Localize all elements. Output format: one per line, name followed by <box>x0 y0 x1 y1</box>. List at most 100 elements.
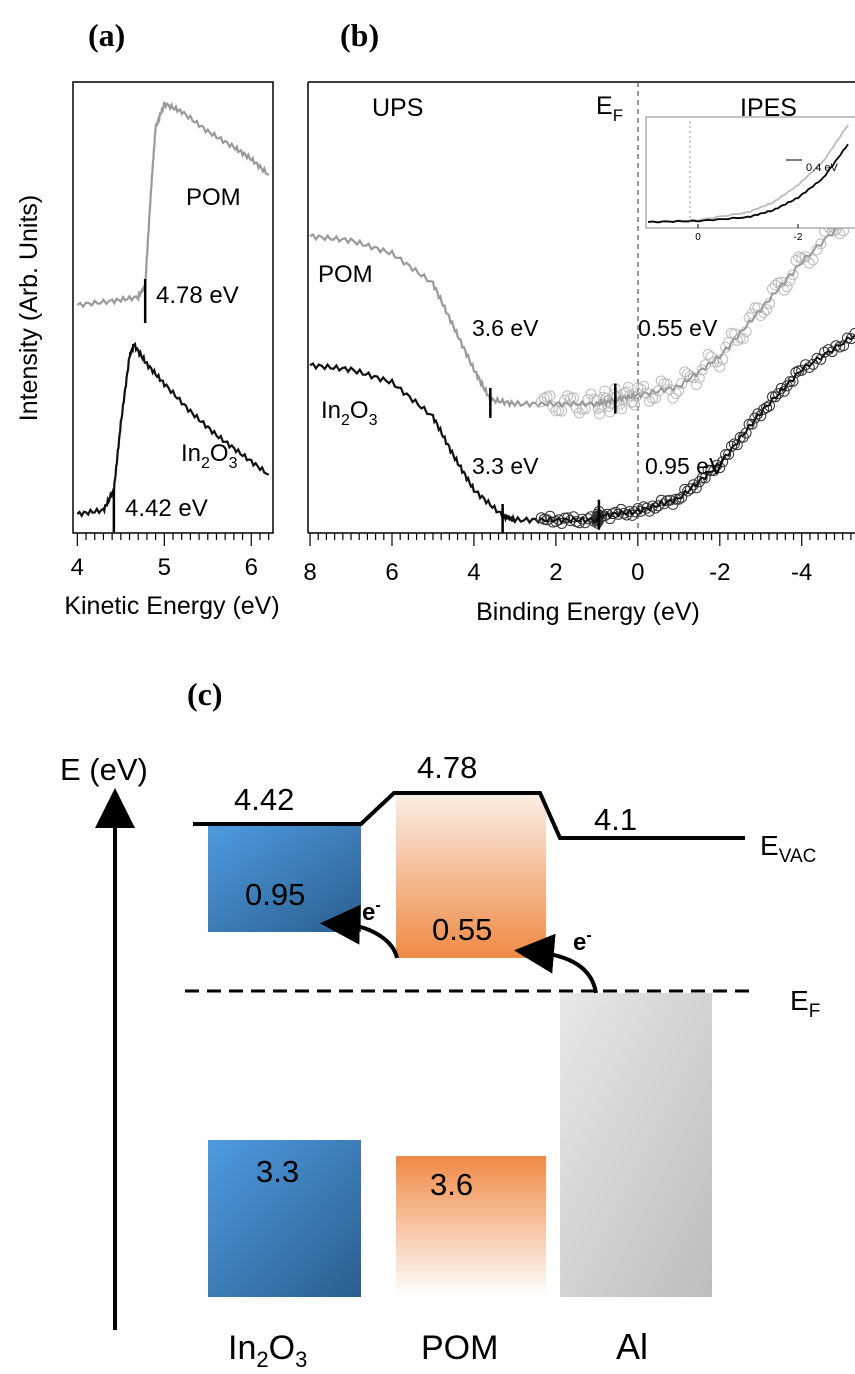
series-fit-in2o3-ipes <box>540 334 855 525</box>
panel-a-in2o3-label: In2O3 <box>181 440 238 472</box>
ipes-point <box>644 395 655 407</box>
x-tick-label: 6 <box>385 559 398 586</box>
energy-axis-label: E (eV) <box>60 752 148 787</box>
panel-b-x-axis-label: Binding Energy (eV) <box>476 598 700 626</box>
ipes-point <box>635 383 647 395</box>
ipes-point <box>775 382 787 394</box>
vacuum-level-line <box>193 791 745 840</box>
panel-b-inset <box>645 116 855 229</box>
x-tick-label: 2 <box>549 559 562 586</box>
ipes-point <box>690 379 702 391</box>
ipes-point <box>655 494 667 506</box>
ipes-point <box>573 407 585 419</box>
ipes-point <box>717 456 729 468</box>
ipes-point <box>647 392 658 404</box>
panel-c-label: (c) <box>187 676 223 712</box>
in2o3-vb-offset-value: 3.3 <box>256 1154 299 1189</box>
in2o3-cb-offset-value: 0.95 <box>245 877 305 912</box>
ipes-point <box>644 505 655 517</box>
ipes-point <box>769 391 781 403</box>
material-label-in2o3: In2O3 <box>228 1329 307 1372</box>
pom-work-function-value: 4.78 <box>417 750 477 785</box>
x-tick-label: 8 <box>303 559 316 586</box>
ipes-point <box>752 408 764 420</box>
ipes-point <box>746 418 758 430</box>
panel-a-y-axis-label: Intensity (Arb. Units) <box>15 195 43 421</box>
panel-b-inset-shift-label: 0.4 eV <box>806 162 838 174</box>
ipes-point <box>711 459 723 471</box>
ipes-point <box>731 439 743 451</box>
panel-b-label: (b) <box>340 17 379 53</box>
ipes-point <box>726 440 737 452</box>
ipes-point <box>641 502 653 514</box>
inset-series-line <box>647 143 849 224</box>
panel-b-pom-cb-label: 0.55 eV <box>638 315 718 341</box>
ef-label-c: EF <box>790 985 820 1022</box>
x-tick-label: -2 <box>709 559 730 586</box>
panel-a-x-axis-label: Kinetic Energy (eV) <box>64 592 279 620</box>
ipes-point <box>562 390 574 402</box>
ipes-point <box>708 465 720 476</box>
ipes-point <box>699 472 711 484</box>
inset-x-tick-label: 0 <box>695 232 701 243</box>
ipes-point <box>714 361 726 373</box>
ipes-point <box>807 358 819 370</box>
series-line-pom <box>76 101 270 309</box>
ipes-point <box>849 327 855 339</box>
panel-a-x-axis: 4 5 6 <box>71 533 270 581</box>
panel-b-x-axis: 8 6 4 2 0 -2 -4 <box>303 533 852 586</box>
electron-label-2: e- <box>573 927 592 956</box>
panel-a-in2o3-onset-label: 4.42 eV <box>125 495 208 522</box>
x-tick-label: 4 <box>467 559 480 586</box>
ipes-point <box>834 228 846 240</box>
ipes-point <box>815 238 827 250</box>
ipes-point <box>687 479 699 491</box>
panel-b-in2o3-cb-label: 0.95 eV <box>645 453 725 479</box>
ipes-point <box>693 372 705 384</box>
ipes-point <box>673 493 685 505</box>
ipes-point <box>624 389 636 401</box>
ipes-point <box>772 388 784 400</box>
ipes-point <box>599 385 611 397</box>
pom-cb-offset-value: 0.55 <box>432 912 492 947</box>
ipes-point <box>807 254 819 266</box>
ipes-point <box>800 251 811 263</box>
ipes-point <box>784 376 796 388</box>
series-line-in2o3 <box>76 341 270 519</box>
ipes-point <box>627 396 639 408</box>
ipes-point <box>629 399 641 411</box>
ipes-point <box>696 364 708 376</box>
in2o3-work-function-value: 4.42 <box>234 782 294 817</box>
series-line-in2o3-ups <box>309 362 543 525</box>
panel-b-inset-curves <box>647 124 849 224</box>
ipes-point <box>758 306 770 318</box>
x-tick-label: 5 <box>158 554 171 581</box>
ipes-point <box>585 388 597 400</box>
al-work-function-value: 4.1 <box>594 802 637 837</box>
pom-vb-offset-value: 3.6 <box>430 1167 473 1202</box>
ipes-point <box>616 403 628 415</box>
ipes-point <box>761 402 773 413</box>
ipes-point <box>679 366 691 378</box>
electron-label-1: e- <box>362 897 381 926</box>
panel-b-in2o3-label: In2O3 <box>321 397 378 429</box>
electron-transfer-arrow-al-to-pom <box>514 933 598 994</box>
al-metal-block <box>560 993 712 1297</box>
material-label-al: Al <box>616 1326 648 1367</box>
material-label-pom: POM <box>421 1329 498 1367</box>
series-line-pom-ups <box>309 233 543 409</box>
x-tick-label: 6 <box>245 554 258 581</box>
ipes-point <box>596 399 608 411</box>
panel-a-label: (a) <box>88 17 125 53</box>
ipes-point <box>781 281 793 293</box>
ipes-point <box>723 448 735 460</box>
x-tick-label: 4 <box>71 554 84 581</box>
panel-a-pom-onset-label: 4.78 eV <box>156 282 239 309</box>
ipes-point <box>696 472 708 484</box>
x-tick-label: -4 <box>791 559 812 586</box>
pom-valence-band <box>396 1156 546 1297</box>
ipes-point <box>702 349 714 360</box>
panel-a-curves <box>76 101 270 533</box>
panel-b-curves <box>309 196 855 533</box>
